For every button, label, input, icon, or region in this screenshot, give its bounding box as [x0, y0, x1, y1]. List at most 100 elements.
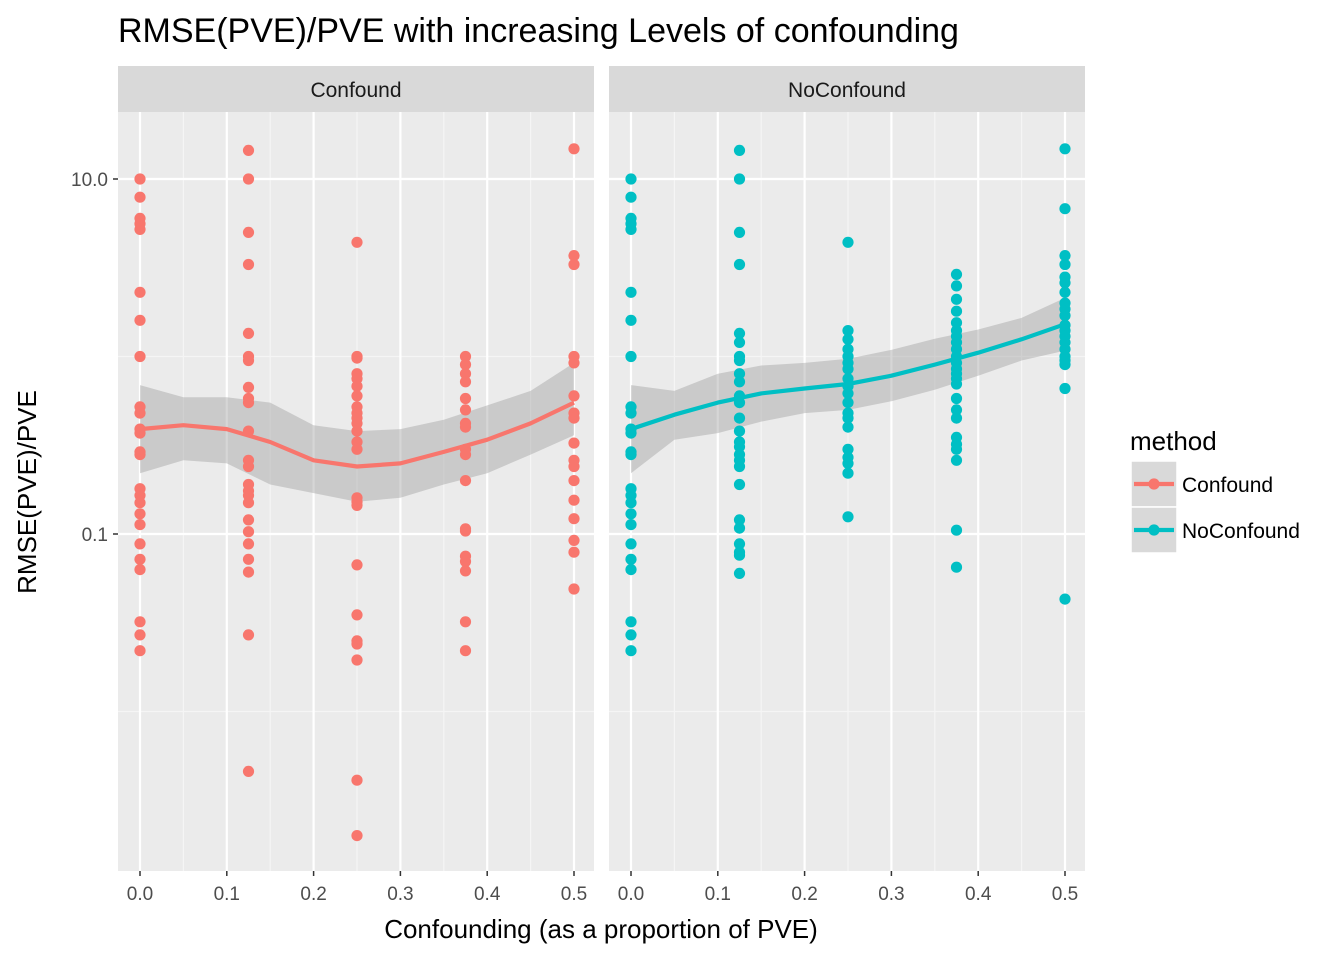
panel-background — [609, 112, 1085, 871]
data-point — [733, 478, 746, 491]
data-point — [625, 223, 637, 235]
data-point — [568, 460, 580, 473]
data-point — [733, 522, 746, 534]
data-point — [134, 519, 146, 531]
data-point — [459, 555, 472, 568]
data-point — [625, 564, 637, 576]
data-point — [459, 350, 472, 363]
facet-panel-confound: Confound 0.0 0.1 0.2 0.3 0.4 0.5 10.0 0.1 — [71, 66, 594, 905]
data-point — [625, 645, 637, 657]
data-point — [842, 325, 854, 337]
data-point — [1059, 593, 1071, 605]
data-point — [950, 293, 963, 305]
data-point — [459, 376, 472, 388]
data-point — [242, 258, 255, 271]
data-point — [351, 638, 363, 650]
data-point — [242, 327, 255, 339]
data-point — [842, 457, 854, 469]
data-point — [568, 546, 580, 558]
data-point — [459, 616, 472, 628]
data-point — [351, 425, 363, 437]
data-point — [242, 526, 255, 538]
data-point — [568, 390, 580, 402]
data-point — [134, 173, 146, 185]
legend-item-noconfound: NoConfound — [1130, 506, 1300, 554]
legend-label: Confound — [1182, 474, 1273, 497]
data-point — [950, 280, 963, 292]
data-point — [351, 654, 363, 666]
smooth-trend-line — [630, 322, 1066, 432]
data-point — [568, 357, 580, 369]
data-point — [351, 380, 363, 392]
data-point — [1059, 359, 1071, 371]
data-point — [733, 425, 746, 437]
data-point — [351, 830, 363, 842]
data-point — [568, 513, 580, 525]
data-point — [733, 368, 746, 380]
data-point — [568, 250, 580, 262]
data-point — [351, 499, 363, 511]
data-point — [733, 441, 746, 453]
data-point — [134, 191, 146, 203]
data-point — [134, 407, 146, 419]
data-point — [134, 449, 146, 461]
data-point — [242, 497, 255, 509]
data-point — [842, 363, 854, 375]
data-point — [625, 350, 637, 363]
data-point — [950, 454, 963, 466]
data-point — [134, 314, 146, 326]
data-point — [351, 559, 363, 571]
data-point — [733, 144, 746, 156]
data-point — [950, 561, 963, 573]
data-point — [842, 397, 854, 409]
data-point — [950, 524, 963, 536]
data-point — [625, 173, 637, 185]
legend-label: NoConfound — [1182, 520, 1300, 543]
y-tick-label: 0.1 — [82, 525, 108, 546]
data-point — [625, 407, 637, 419]
data-point — [625, 314, 637, 326]
y-axis-title: RMSE(PVE)/PVE — [12, 390, 42, 594]
facet-panel-noconfound: NoConfound 0.0 0.1 0.2 0.3 0.4 0.5 — [609, 66, 1085, 905]
data-point — [351, 609, 363, 621]
data-point — [625, 449, 637, 461]
data-point — [568, 534, 580, 547]
data-point — [733, 336, 746, 348]
data-point — [459, 421, 472, 433]
x-tick-label: 0.0 — [127, 884, 153, 905]
legend: method Confound NoConfound — [1130, 426, 1300, 554]
data-point — [733, 538, 746, 550]
data-point — [568, 583, 580, 595]
data-point — [134, 645, 146, 657]
data-point — [134, 629, 146, 641]
data-point — [242, 538, 255, 550]
data-point — [950, 404, 963, 416]
data-point — [950, 443, 963, 455]
data-point — [242, 173, 255, 185]
data-point — [733, 327, 746, 339]
x-tick-label: 0.0 — [618, 884, 644, 905]
data-point — [568, 412, 580, 424]
data-point — [1059, 250, 1071, 262]
data-point — [134, 286, 146, 298]
data-point — [134, 223, 146, 235]
data-point — [625, 508, 637, 520]
data-point — [625, 616, 637, 628]
data-point — [459, 475, 472, 487]
data-point — [842, 511, 854, 523]
data-point — [625, 629, 637, 641]
data-point — [842, 421, 854, 433]
data-point — [625, 553, 637, 565]
data-point — [242, 514, 255, 526]
x-tick-label: 0.3 — [878, 884, 904, 905]
data-point — [1059, 143, 1071, 155]
data-point — [134, 497, 146, 509]
data-point — [242, 553, 255, 565]
x-tick-label: 0.3 — [387, 884, 413, 905]
data-point — [1059, 277, 1071, 289]
data-point — [351, 352, 363, 364]
data-point — [733, 549, 746, 561]
data-point — [351, 390, 363, 402]
legend-title: method — [1130, 426, 1217, 456]
data-point — [733, 460, 746, 473]
